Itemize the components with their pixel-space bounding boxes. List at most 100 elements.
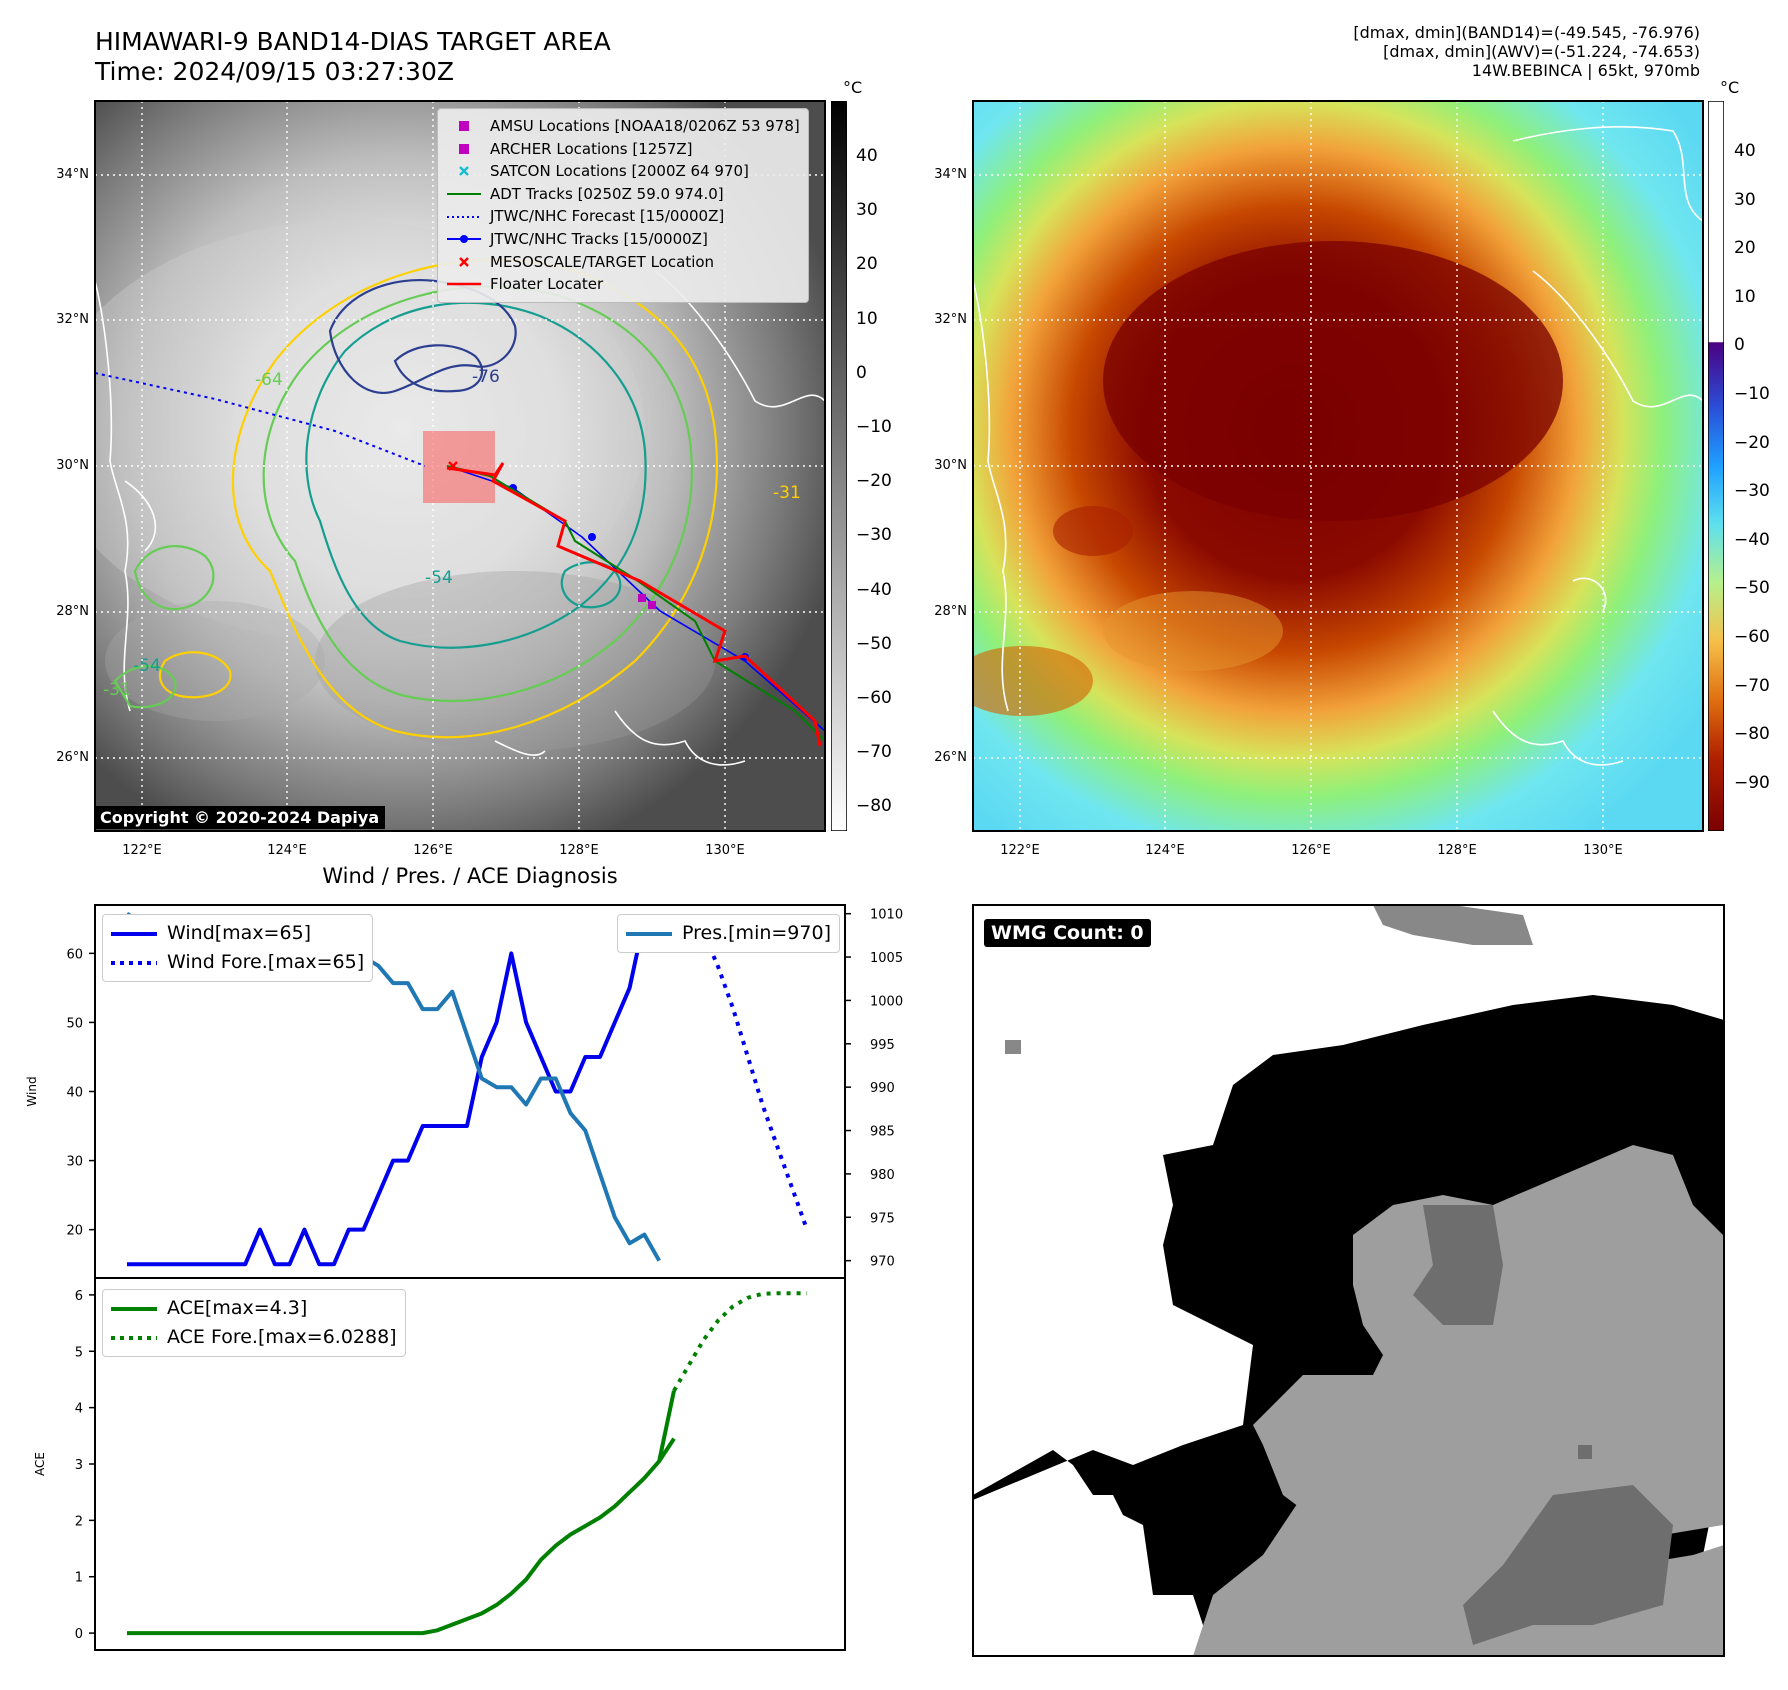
legend-floater: Floater Locater <box>447 275 604 294</box>
ir-panel-frame <box>94 100 826 832</box>
contour-labels: -76 -64 -54 -54 -31 -31 <box>103 367 801 700</box>
pressure-tick-label: 995 <box>870 1038 895 1053</box>
wind-tick-label: 40 <box>66 1086 83 1101</box>
meta-awv: [dmax, dmin](AWV)=(-51.224, -74.653) <box>1383 42 1700 61</box>
pressure-tick-label: 1000 <box>870 994 903 1009</box>
legend-amsu: AMSU Locations [NOAA18/0206Z 53 978] <box>446 115 800 138</box>
wind-axis-label: Wind <box>25 1076 39 1106</box>
pressure-legend: Pres.[min=970] <box>617 914 840 953</box>
pressure-tick-label: 1010 <box>870 908 903 923</box>
ir-legend: AMSU Locations [NOAA18/0206Z 53 978] ARC… <box>437 108 809 303</box>
ir-colorbar-tick-label: 0 <box>856 362 867 383</box>
ir-lat-label: 28°N <box>56 604 89 619</box>
copyright-label: Copyright © 2020-2024 Dapiya <box>94 806 386 829</box>
awv-lat-label: 28°N <box>934 604 967 619</box>
pressure-tick-label: 990 <box>870 1081 895 1096</box>
contour-label: -54 <box>425 568 453 588</box>
pressure-tick-label: 975 <box>870 1211 895 1226</box>
wmg-count-label: WMG Count: 0 <box>984 919 1151 947</box>
awv-lon-label: 128°E <box>1437 843 1477 858</box>
awv-lon-label: 124°E <box>1145 843 1185 858</box>
meta-band14: [dmax, dmin](BAND14)=(-49.545, -76.976) <box>1353 23 1700 42</box>
awv-lat-label: 32°N <box>934 312 967 327</box>
legend-jtwc-tracks: JTWC/NHC Tracks [15/0000Z] <box>446 228 800 251</box>
ir-lon-label: 124°E <box>267 843 307 858</box>
wind-forecast-line <box>644 916 809 1231</box>
figure-title: HIMAWARI-9 BAND14-DIAS TARGET AREA <box>95 27 611 56</box>
wind-tick-label: 20 <box>66 1224 83 1239</box>
awv-colorbar-tick-label: 30 <box>1734 189 1756 210</box>
awv-colorbar-tick-label: −90 <box>1734 772 1770 793</box>
ir-lon-label: 126°E <box>413 843 453 858</box>
legend-satcon: SATCON Locations [2000Z 64 970] <box>446 160 800 183</box>
awv-lat-label: 34°N <box>934 167 967 182</box>
ir-colorbar-tick-label: 40 <box>856 146 878 166</box>
contour-label: -31 <box>103 680 131 700</box>
mesoscale-marker <box>448 461 458 471</box>
pressure-tick-label: 980 <box>870 1168 895 1183</box>
ir-colorbar-tick-label: −40 <box>856 579 892 600</box>
target-box <box>423 431 495 503</box>
wind-tick-label: 60 <box>66 947 83 962</box>
contour-label: -64 <box>255 370 283 390</box>
awv-colorbar-tick-label: 40 <box>1734 141 1756 161</box>
wind-tick-label: 30 <box>66 1155 83 1170</box>
wmg-panel-frame <box>972 904 1725 1657</box>
ir-colorbar-tick-label: −30 <box>856 525 892 546</box>
ir-colorbar-tick-label: −70 <box>856 742 892 763</box>
forecast-track <box>95 372 426 467</box>
awv-colorbar-tick-label: −50 <box>1734 578 1770 599</box>
meta-storm: 14W.BEBINCA | 65kt, 970mb <box>1471 61 1700 80</box>
awv-colorbar-tick-label: −60 <box>1734 627 1770 647</box>
awv-lon-label: 122°E <box>1000 843 1040 858</box>
ir-colorbar-tick-label: 30 <box>856 200 878 221</box>
awv-lon-label: 126°E <box>1291 843 1331 858</box>
ir-colorbar-unit: °C <box>843 78 863 97</box>
awv-lat-label: 26°N <box>934 750 967 765</box>
awv-colorbar-tick-label: 0 <box>1734 335 1745 356</box>
wind-series-line <box>127 916 674 1267</box>
meta-block: [dmax, dmin](BAND14)=(-49.545, -76.976) … <box>1353 23 1700 80</box>
legend-archer: ARCHER Locations [1257Z] <box>446 138 800 161</box>
ir-colorbar-tick-label: −20 <box>856 471 892 492</box>
legend-ace: ACE[max=4.3] <box>111 1297 308 1319</box>
ir-colorbar-tick-label: 20 <box>856 254 878 275</box>
contour-label: -76 <box>472 367 500 387</box>
awv-panel-frame <box>972 100 1704 832</box>
ir-colorbar-tick-label: −50 <box>856 633 892 654</box>
amsu-marker <box>638 594 646 602</box>
ir-colorbar-tick-label: −10 <box>856 417 892 437</box>
ace-series-segment <box>657 1390 676 1462</box>
ace-tick-label: 0 <box>75 1627 83 1642</box>
ir-lat-label: 32°N <box>56 312 89 327</box>
awv-colorbar-unit: °C <box>1720 78 1740 97</box>
awv-colorbar-tick-label: −10 <box>1734 384 1770 404</box>
diagnosis-title: Wind / Pres. / ACE Diagnosis <box>322 864 618 888</box>
figure-time: Time: 2024/09/15 03:27:30Z <box>95 57 454 86</box>
contour-label: -31 <box>773 483 801 503</box>
legend-mesoscale: MESOSCALE/TARGET Location <box>446 251 800 274</box>
floater-track <box>446 462 822 747</box>
wind-tick-label: 50 <box>66 1016 83 1031</box>
ace-tick-label: 5 <box>75 1345 83 1360</box>
awv-colorbar-tick-label: −80 <box>1734 724 1770 745</box>
awv-lon-label: 130°E <box>1583 843 1623 858</box>
legend-wind: Wind[max=65] <box>111 922 312 944</box>
legend-ace-forecast: ACE Fore.[max=6.0288] <box>111 1326 397 1348</box>
ir-colorbar-tick-label: 10 <box>856 308 878 329</box>
ace-tick-label: 1 <box>75 1571 83 1586</box>
awv-lat-label: 30°N <box>934 458 967 473</box>
ir-lon-label: 128°E <box>559 843 599 858</box>
legend-wind-forecast: Wind Fore.[max=65] <box>111 951 365 973</box>
legend-jtwc-forecast: JTWC/NHC Forecast [15/0000Z] <box>447 207 725 226</box>
contour-label: -54 <box>133 656 161 676</box>
awv-image <box>973 101 1703 831</box>
awv-colorbar-tick-label: −70 <box>1734 675 1770 696</box>
ir-colorbar <box>831 101 847 831</box>
ace-axis-label: ACE <box>33 1452 47 1476</box>
ace-series-line <box>127 1437 676 1636</box>
ir-lon-label: 122°E <box>122 843 162 858</box>
awv-colorbar-tick-label: −40 <box>1734 529 1770 550</box>
awv-coastlines <box>973 126 1703 766</box>
ir-lat-label: 26°N <box>56 750 89 765</box>
